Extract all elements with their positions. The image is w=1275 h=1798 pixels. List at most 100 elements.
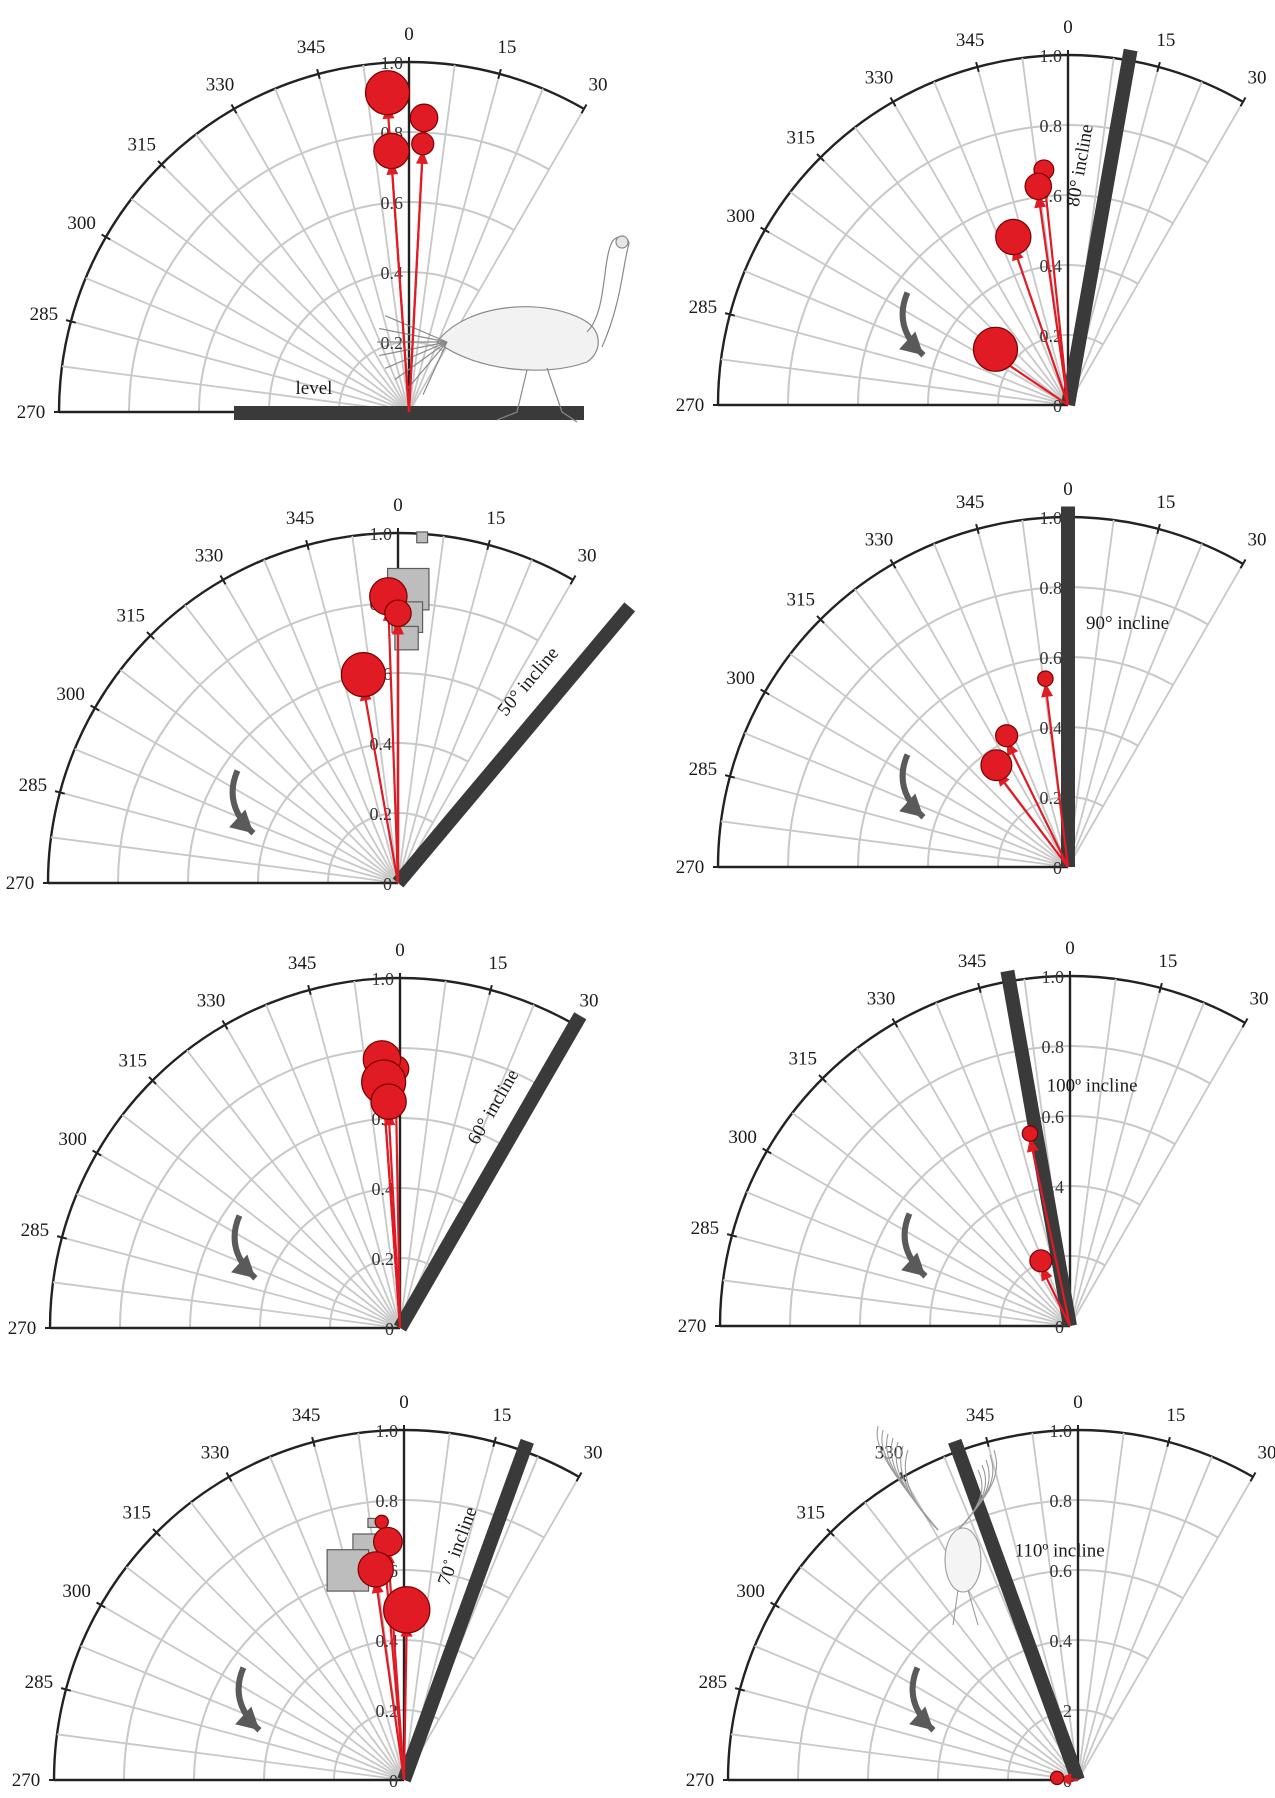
- angular-grid-spoke: [151, 1079, 401, 1329]
- angle-tick-mark: [307, 984, 312, 996]
- vector-circle-marker: [1029, 1249, 1053, 1273]
- angular-grid-spoke: [892, 563, 1069, 868]
- radial-tick-label: 0.8: [1042, 1037, 1065, 1057]
- angular-grid-spoke: [263, 559, 399, 884]
- angle-tick-label: 330: [865, 68, 894, 89]
- angle-tick-label: 15: [486, 508, 505, 529]
- radial-tick-label: 0.2: [372, 1249, 395, 1269]
- angular-grid-spoke: [819, 618, 1069, 868]
- angle-tick-label: 300: [67, 213, 96, 234]
- radial-tick-label: 0: [1055, 1317, 1064, 1337]
- angle-tick-mark: [92, 1149, 102, 1157]
- radial-tick-label: 0.6: [1050, 1561, 1073, 1581]
- angular-grid-spoke: [933, 543, 1069, 868]
- radial-tick-label: 0.2: [376, 1701, 399, 1721]
- vector-line: [1037, 193, 1070, 406]
- angular-grid-spoke: [403, 1476, 580, 1781]
- angle-tick-label: 30: [584, 1443, 603, 1464]
- angle-tick-mark: [219, 575, 227, 585]
- angle-tick-label: 0: [393, 495, 403, 516]
- angular-grid-spoke: [130, 198, 410, 413]
- angular-grid-spoke: [408, 64, 456, 413]
- angle-tick-mark: [1156, 61, 1161, 73]
- angle-tick-mark: [569, 575, 577, 585]
- angular-grid-spoke: [789, 653, 1069, 868]
- vector-line: [1042, 175, 1070, 406]
- polar-panel-80-incline: 2702853003153303450153000.20.40.60.81.08…: [676, 17, 1267, 416]
- vector-circle-marker: [384, 599, 412, 628]
- angle-tick-mark: [1158, 982, 1163, 994]
- angle-tick-mark: [575, 1472, 583, 1482]
- surface-label: 110º incline: [1015, 1540, 1105, 1561]
- angular-grid-spoke: [228, 1476, 405, 1781]
- angle-tick-mark: [225, 1472, 233, 1482]
- polar-panel-60-incline: 2702853003153303450153000.20.40.60.81.06…: [8, 940, 599, 1339]
- rotation-arrow-head: [235, 1706, 260, 1731]
- radial-tick-label: 0.2: [1040, 788, 1063, 808]
- angular-grid-spoke: [902, 1476, 1079, 1781]
- angle-tick-label: 300: [726, 668, 755, 689]
- angle-tick-label: 270: [17, 402, 46, 423]
- angular-grid-spoke: [1077, 1476, 1254, 1781]
- angle-tick-mark: [101, 233, 111, 241]
- radial-tick-label: 0.2: [370, 804, 393, 824]
- angle-tick-mark: [1249, 1472, 1257, 1482]
- incline-surface-bar: [397, 1438, 534, 1783]
- vector-arrow-head: [1041, 682, 1054, 698]
- vector-line: [386, 1549, 406, 1781]
- angular-grid-spoke: [125, 1566, 405, 1781]
- angle-tick-mark: [975, 61, 980, 73]
- polar-panel-50-incline: 2702853003153303450153000.20.40.60.81.05…: [6, 495, 636, 894]
- angle-tick-mark: [230, 104, 238, 114]
- angle-tick-mark: [889, 559, 897, 569]
- angle-tick-mark: [96, 1601, 106, 1609]
- turkey-tail-feather: [407, 341, 448, 389]
- outer-frame-arc: [718, 974, 1246, 1327]
- angle-tick-label: 30: [1248, 530, 1267, 551]
- angular-grid-spoke: [160, 163, 410, 413]
- angle-tick-label: 285: [30, 304, 59, 325]
- angular-grid-spoke: [764, 691, 1069, 868]
- angular-grid-spoke: [96, 1152, 401, 1329]
- angle-tick-label: 315: [786, 128, 815, 149]
- polar-panel-100-incline: 2702853003153303450153000.20.40.60.81.01…: [678, 938, 1269, 1337]
- angle-tick-mark: [1239, 559, 1247, 569]
- rotation-arrow-head: [229, 809, 254, 834]
- angular-grid-spoke: [408, 88, 544, 413]
- angular-grid-spoke: [856, 1047, 1071, 1327]
- vector-line: [1012, 245, 1070, 406]
- angle-tick-label: 285: [25, 1672, 54, 1693]
- angle-tick-label: 345: [956, 492, 985, 513]
- angle-tick-label: 300: [56, 684, 85, 705]
- angular-grid-spoke: [1077, 1456, 1213, 1781]
- angular-grid-spoke: [224, 1024, 401, 1329]
- radial-tick-label: 0: [389, 1771, 398, 1791]
- radial-grid-ring: [789, 1045, 1211, 1327]
- angle-tick-label: 330: [195, 546, 224, 567]
- angular-grid-spoke: [799, 1566, 1079, 1781]
- angle-tick-label: 330: [206, 75, 235, 96]
- angle-tick-label: 300: [736, 1581, 765, 1602]
- angular-grid-spoke: [729, 313, 1069, 406]
- angle-tick-mark: [826, 1528, 835, 1537]
- vector-circle-marker: [374, 1514, 389, 1530]
- incline-surface-bar: [392, 602, 636, 888]
- radial-tick-label: 0.6: [381, 193, 404, 213]
- angle-tick-label: 345: [292, 1405, 321, 1426]
- angle-tick-label: 285: [699, 1672, 728, 1693]
- vector-circle-marker: [340, 652, 386, 698]
- vector-circle-marker: [373, 132, 410, 170]
- angle-tick-label: 15: [497, 37, 516, 58]
- angle-tick-label: 315: [796, 1503, 825, 1524]
- angle-tick-label: 315: [118, 1051, 147, 1072]
- angle-tick-label: 15: [1158, 951, 1177, 972]
- bird-flapping-icon: [876, 1425, 997, 1626]
- radial-grid-ring: [117, 602, 539, 884]
- angular-grid-spoke: [52, 1281, 401, 1329]
- radial-tick-label: 0.4: [381, 263, 404, 283]
- turkey-body: [436, 306, 599, 371]
- angular-grid-spoke: [265, 1004, 401, 1329]
- turkey-tail-feather: [422, 341, 448, 395]
- angle-tick-label: 270: [678, 1316, 707, 1337]
